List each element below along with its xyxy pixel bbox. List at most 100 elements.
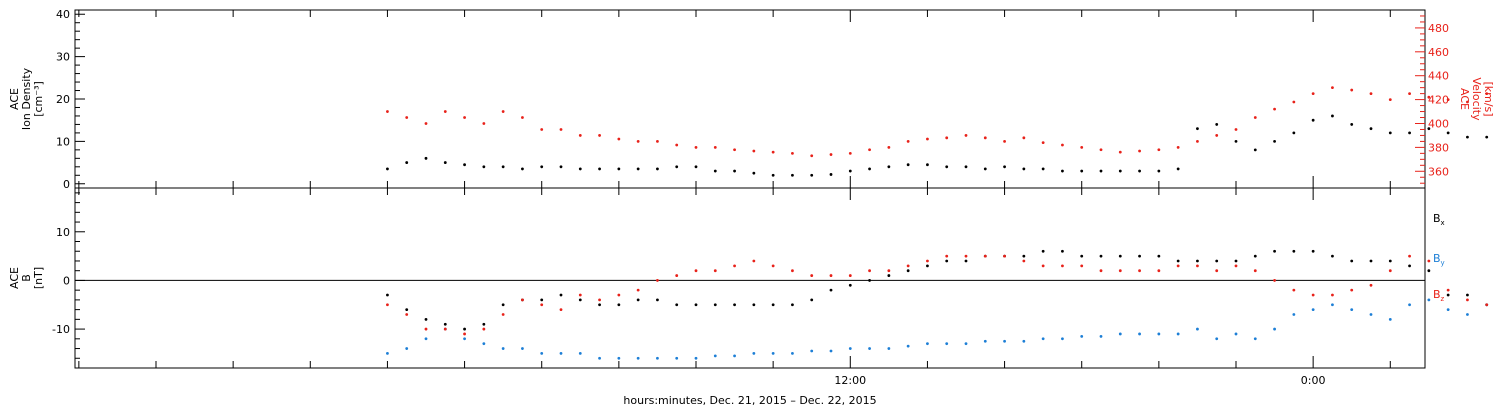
data-point-by — [617, 356, 621, 360]
data-point-ion-density — [1118, 169, 1122, 173]
data-point-velocity — [656, 140, 659, 143]
data-point-bx — [1061, 249, 1064, 253]
top-left-tick-label: 10 — [56, 135, 70, 148]
data-point-bz — [1292, 288, 1296, 292]
data-point-by — [1331, 303, 1334, 307]
data-point-bz — [1369, 283, 1373, 287]
data-point-by — [1446, 308, 1450, 312]
data-point-bx — [675, 303, 679, 307]
data-point-bz — [578, 293, 582, 297]
data-point-bx — [694, 303, 698, 307]
top-panel-frame — [74, 9, 1426, 189]
data-point-velocity — [1388, 98, 1392, 101]
data-point-by — [1138, 332, 1141, 336]
data-point-ion-density — [386, 167, 389, 171]
data-point-ion-density — [443, 161, 447, 164]
data-point-ion-density — [964, 165, 968, 169]
data-point-by — [386, 352, 389, 355]
data-point-bz — [791, 269, 794, 273]
data-point-bx — [656, 298, 659, 302]
data-point-bz — [463, 332, 466, 336]
data-point-bx — [1350, 259, 1354, 263]
data-point-bz — [540, 303, 544, 307]
bottom-data-points — [386, 249, 1489, 360]
data-point-ion-density — [1350, 123, 1354, 126]
data-point-ion-density — [1061, 169, 1064, 173]
x-axis: 12:00 0:00 — [78, 10, 1391, 387]
bottom-ylabel-line3: [nT] — [32, 267, 45, 289]
bottom-panel: -10 0 10 ACE B [nT] Bx By Bz — [8, 187, 1489, 369]
data-point-velocity — [1157, 148, 1161, 152]
data-point-velocity — [1138, 149, 1141, 153]
data-point-bx — [848, 283, 852, 287]
data-point-ion-density — [829, 173, 833, 176]
data-point-by — [868, 347, 871, 350]
data-point-velocity — [559, 128, 563, 131]
data-point-bx — [1331, 254, 1334, 258]
data-point-bx — [906, 269, 910, 273]
bottom-ylabel-line2: B — [20, 274, 33, 282]
data-point-bz — [675, 274, 679, 277]
data-point-velocity — [1215, 134, 1219, 137]
data-point-bz — [771, 264, 775, 268]
data-point-velocity — [1041, 141, 1045, 145]
data-point-bx — [1196, 259, 1199, 263]
top-right-axis: 360 380 400 420 440 460 480 — [1415, 15, 1449, 184]
x-tick-label: 0:00 — [1301, 374, 1326, 387]
data-point-bz — [1003, 254, 1006, 258]
data-point-velocity — [1408, 92, 1411, 96]
data-point-bx — [926, 264, 929, 268]
data-point-bx — [791, 303, 794, 307]
data-point-bx — [1099, 254, 1103, 258]
data-point-by — [1311, 308, 1315, 312]
data-point-velocity — [578, 134, 582, 137]
data-point-ion-density — [1215, 123, 1219, 126]
data-point-ion-density — [1331, 114, 1334, 118]
bottom-left-tick-label: 0 — [63, 274, 70, 287]
data-point-velocity — [1311, 92, 1315, 96]
data-point-by — [1022, 339, 1026, 343]
data-point-ion-density — [1138, 169, 1141, 173]
bottom-ylabel-line1: ACE — [8, 267, 21, 289]
data-point-by — [1099, 334, 1103, 338]
top-right-tick-label: 440 — [1428, 70, 1449, 83]
data-point-ion-density — [636, 167, 640, 171]
data-point-bz — [1350, 288, 1354, 292]
top-right-ylabel-line1: ACE — [1458, 88, 1471, 110]
data-point-by — [906, 344, 910, 348]
data-point-bz — [1253, 269, 1257, 273]
data-point-bz — [1196, 264, 1199, 268]
data-point-ion-density — [559, 165, 563, 169]
data-point-bz — [424, 327, 428, 331]
data-point-bz — [1427, 259, 1431, 263]
data-point-bx — [1080, 254, 1084, 258]
data-point-ion-density — [598, 167, 601, 171]
data-point-bz — [887, 269, 891, 273]
data-point-bz — [1022, 259, 1026, 263]
data-point-velocity — [733, 148, 736, 152]
top-left-tick-label: 20 — [56, 93, 70, 106]
data-point-ion-density — [656, 167, 659, 171]
data-point-velocity — [945, 136, 949, 140]
legend-subscript: x — [1441, 219, 1445, 227]
data-point-bx — [1157, 254, 1161, 258]
data-point-bz — [1311, 293, 1315, 297]
data-point-bx — [463, 327, 466, 331]
data-point-ion-density — [578, 167, 582, 171]
top-right-ylabel-line2: Velocity — [1470, 77, 1483, 121]
data-point-velocity — [482, 122, 486, 125]
data-point-bz — [443, 327, 447, 331]
data-point-bx — [1118, 254, 1122, 258]
data-point-by — [656, 356, 659, 360]
data-point-by — [1061, 337, 1064, 341]
data-point-by — [1215, 337, 1219, 341]
data-point-bz — [1215, 269, 1219, 273]
data-point-velocity — [771, 150, 775, 154]
data-point-by — [1234, 332, 1238, 336]
data-point-bx — [405, 308, 409, 312]
data-point-bx — [1388, 259, 1392, 263]
data-point-bz — [1446, 288, 1450, 292]
data-point-by — [791, 352, 794, 355]
data-point-by — [1466, 313, 1469, 316]
